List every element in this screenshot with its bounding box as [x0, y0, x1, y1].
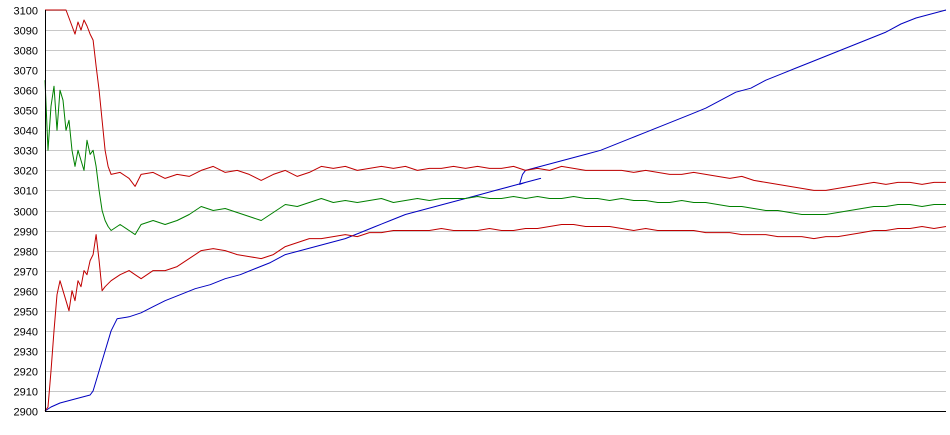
y-tick-label: 2930 — [14, 347, 38, 359]
y-tick-label: 3060 — [14, 86, 38, 98]
y-tick-label: 2910 — [14, 387, 38, 399]
y-tick-label: 3010 — [14, 186, 38, 198]
y-tick-label: 2900 — [14, 407, 38, 419]
y-tick-label: 3030 — [14, 146, 38, 158]
y-tick-label: 2990 — [14, 227, 38, 239]
y-tick-label: 2970 — [14, 267, 38, 279]
y-tick-label: 3080 — [14, 46, 38, 58]
axes — [45, 10, 946, 412]
y-tick-label: 2950 — [14, 307, 38, 319]
series-layer — [44, 9, 947, 412]
y-tick-label: 3100 — [14, 6, 38, 18]
y-tick-label: 3090 — [14, 26, 38, 38]
series-line-4 — [44, 224, 947, 412]
y-axis-ticks: 2900 2910 2920 2930 2940 2950 2960 2970 2980 2990… — [14, 6, 38, 419]
y-tick-label: 2960 — [14, 287, 38, 299]
y-tick-label: 3000 — [14, 207, 38, 219]
y-tick-label: 3050 — [14, 106, 38, 118]
y-tick-label: 3040 — [14, 126, 38, 138]
series-line-1 — [44, 9, 947, 412]
y-tick-label: 2920 — [14, 367, 38, 379]
y-tick-label: 2980 — [14, 247, 38, 259]
y-tick-label: 3020 — [14, 166, 38, 178]
series-line-2 — [45, 9, 946, 191]
gridlines — [45, 10, 946, 412]
series-line-3 — [44, 80, 946, 236]
y-tick-label: 2940 — [14, 327, 38, 339]
y-tick-label: 3070 — [14, 66, 38, 78]
